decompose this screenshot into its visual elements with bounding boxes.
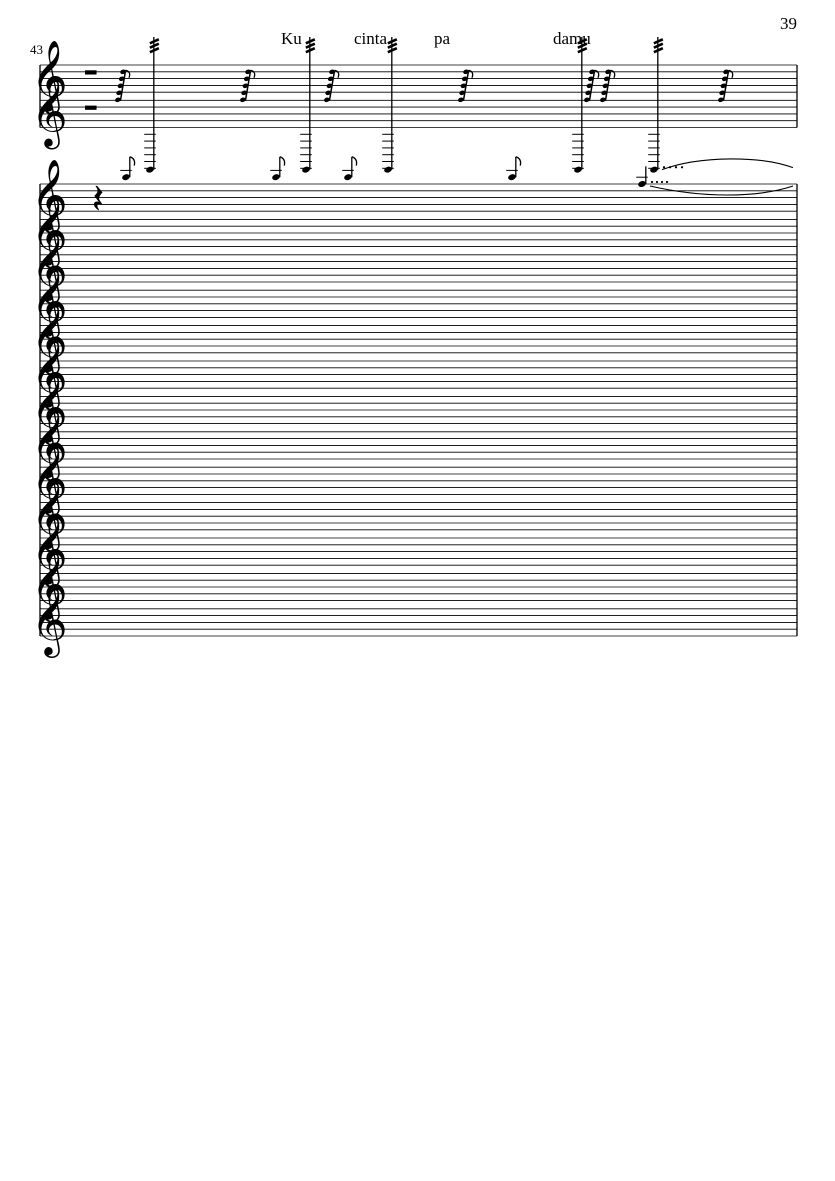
svg-text:𝄞: 𝄞: [31, 584, 68, 658]
svg-text:𝄞: 𝄞: [31, 76, 68, 150]
svg-text:𝄽: 𝄽: [92, 177, 104, 222]
